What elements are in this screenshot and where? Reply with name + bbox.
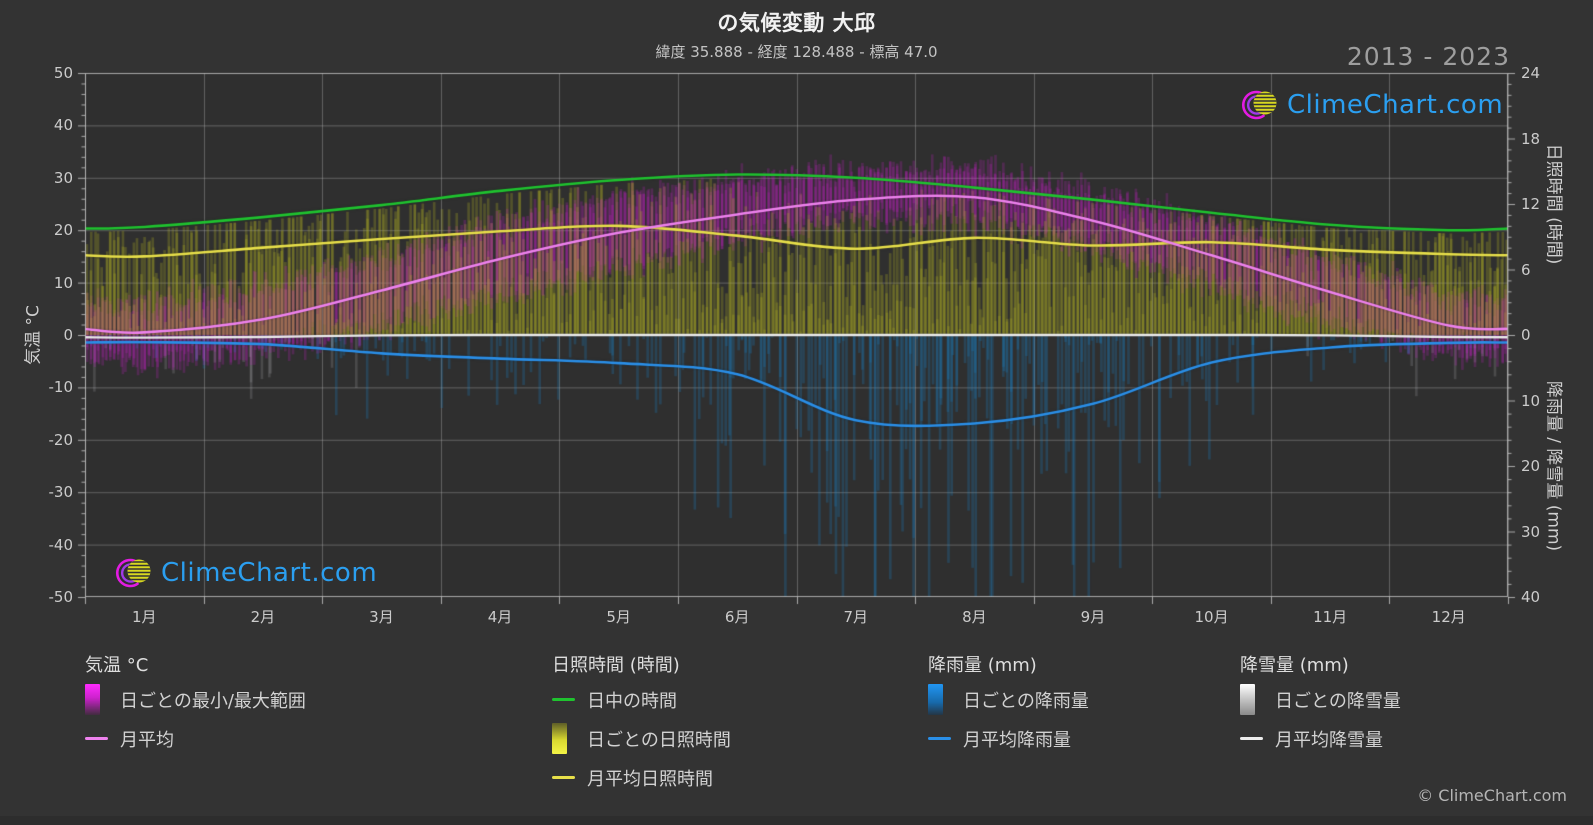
y-tick-precip: 20 (1521, 457, 1541, 475)
x-tick-month: 10月 (1194, 608, 1229, 626)
climechart-logo-icon (1242, 90, 1277, 120)
legend-swatch-temp_bar_gradient (85, 684, 111, 715)
y-tick-precip: 40 (1521, 588, 1541, 606)
legend-item: 日ごとの降雨量 (928, 680, 1089, 719)
y-tick-precip: 10 (1521, 391, 1541, 410)
y-tick-temp: 40 (53, 116, 73, 135)
legend-item: 月平均降雪量 (1240, 719, 1401, 758)
y-tick-temp: 10 (53, 273, 73, 292)
legend-item-label: 月平均降雨量 (963, 729, 1071, 751)
legend-swatch-rain_line (928, 737, 954, 740)
y-tick-temp: -40 (48, 535, 74, 554)
legend-group-title: 日照時間 (時間) (552, 655, 680, 676)
legend-gradient-sample (1240, 684, 1255, 715)
y-tick-temp: 20 (53, 221, 73, 240)
legend-item-label: 日中の時間 (587, 690, 677, 712)
legend-item: 日ごとの日照時間 (552, 719, 731, 758)
legend-group-title: 気温 °C (85, 655, 149, 676)
legend-item: 日ごとの降雪量 (1240, 680, 1401, 719)
x-tick-month: 6月 (724, 608, 750, 626)
legend-item-label: 日ごとの降雪量 (1275, 690, 1401, 712)
y-tick-sun: 18 (1521, 129, 1541, 148)
x-tick-month: 3月 (369, 608, 394, 626)
x-tick-month: 1月 (132, 608, 157, 626)
legend-swatch-rain_bar_gradient (928, 684, 954, 715)
legend-swatch-sun_bar_gradient (552, 723, 578, 754)
legend-item: 日ごとの最小/最大範囲 (85, 680, 306, 719)
y-tick-temp: -50 (48, 588, 74, 606)
legend-line-sample (928, 737, 951, 740)
legend-line-sample (85, 737, 108, 740)
x-tick-month: 7月 (843, 608, 869, 626)
legend-group: 日照時間 (時間) 日中の時間日ごとの日照時間 月平均日照時間 (552, 648, 731, 797)
legend-item-label: 日ごとの日照時間 (587, 729, 731, 751)
legend-gradient-sample (85, 684, 100, 715)
legend-line-sample (552, 776, 575, 779)
y-tick-temp: -20 (48, 430, 74, 449)
legend-group: 降雨量 (mm) 日ごとの降雨量 月平均降雨量 (928, 648, 1089, 758)
legend-group: 降雪量 (mm) 日ごとの降雪量 月平均降雪量 (1240, 648, 1401, 758)
legend-swatch-snow_bar_gradient (1240, 684, 1266, 715)
legend-swatch-day_length_line (552, 698, 578, 701)
y-axis-title-precipitation: 降雨量 / 降雪量 (mm) (1543, 380, 1564, 552)
y-tick-temp: -10 (48, 378, 74, 397)
legend-gradient-sample (552, 723, 567, 754)
climechart-logo-text: ClimeChart.com (1287, 90, 1504, 120)
page-subtitle: 緯度 35.888 - 経度 128.488 - 標高 47.0 (655, 43, 938, 61)
x-tick-month: 5月 (606, 608, 631, 626)
climechart-logo-top[interactable]: ClimeChart.com (1238, 86, 1503, 124)
legend-item-label: 日ごとの最小/最大範囲 (120, 690, 306, 712)
legend-swatch-snow_line (1240, 737, 1266, 740)
y-tick-sun: 0 (1521, 326, 1531, 344)
legend-swatch-sun_line (552, 776, 578, 779)
legend-line-sample (1240, 737, 1263, 740)
year-range: 2013 - 2023 (1346, 42, 1510, 71)
x-tick-month: 9月 (1080, 608, 1106, 626)
legend-item-label: 月平均 (120, 729, 174, 751)
y-tick-sun: 12 (1521, 195, 1541, 213)
y-tick-temp: -30 (48, 483, 74, 502)
legend-group-title: 降雨量 (mm) (928, 655, 1037, 676)
y-tick-precip: 30 (1521, 522, 1541, 541)
climechart-logo-icon (116, 558, 151, 588)
legend-item: 月平均日照時間 (552, 758, 731, 797)
copyright-note: © ClimeChart.com (1417, 786, 1567, 805)
legend-item: 日中の時間 (552, 680, 731, 719)
y-tick-sun: 24 (1521, 64, 1541, 82)
legend-item-label: 日ごとの降雨量 (963, 690, 1089, 712)
climechart-logo-bottom[interactable]: ClimeChart.com (112, 554, 377, 592)
legend-line-sample (552, 698, 575, 701)
bottom-strip (0, 816, 1593, 825)
legend-group: 気温 °C 日ごとの最小/最大範囲 月平均 (85, 648, 306, 758)
legend-item: 月平均降雨量 (928, 719, 1089, 758)
x-tick-month: 11月 (1313, 608, 1348, 626)
x-tick-month: 4月 (487, 608, 513, 626)
x-tick-month: 12月 (1431, 608, 1466, 626)
legend-gradient-sample (928, 684, 943, 715)
legend-item-label: 月平均日照時間 (587, 768, 713, 790)
y-tick-temp: 30 (53, 168, 73, 187)
y-tick-sun: 6 (1521, 260, 1531, 279)
legend-group-title: 降雪量 (mm) (1240, 655, 1349, 676)
x-tick-month: 8月 (962, 608, 987, 626)
climechart-logo-text: ClimeChart.com (161, 558, 378, 588)
x-tick-month: 2月 (250, 608, 276, 626)
legend-item-label: 月平均降雪量 (1275, 729, 1383, 751)
legend-item: 月平均 (85, 719, 306, 758)
y-axis-title-temperature: 気温 °C (23, 305, 44, 365)
y-axis-title-sunshine: 日照時間 (時間) (1543, 143, 1564, 265)
legend-swatch-temp_line (85, 737, 111, 740)
y-tick-temp: 0 (63, 326, 73, 344)
y-tick-temp: 50 (53, 64, 73, 82)
page-title: の気候変動 大邱 (717, 11, 876, 35)
